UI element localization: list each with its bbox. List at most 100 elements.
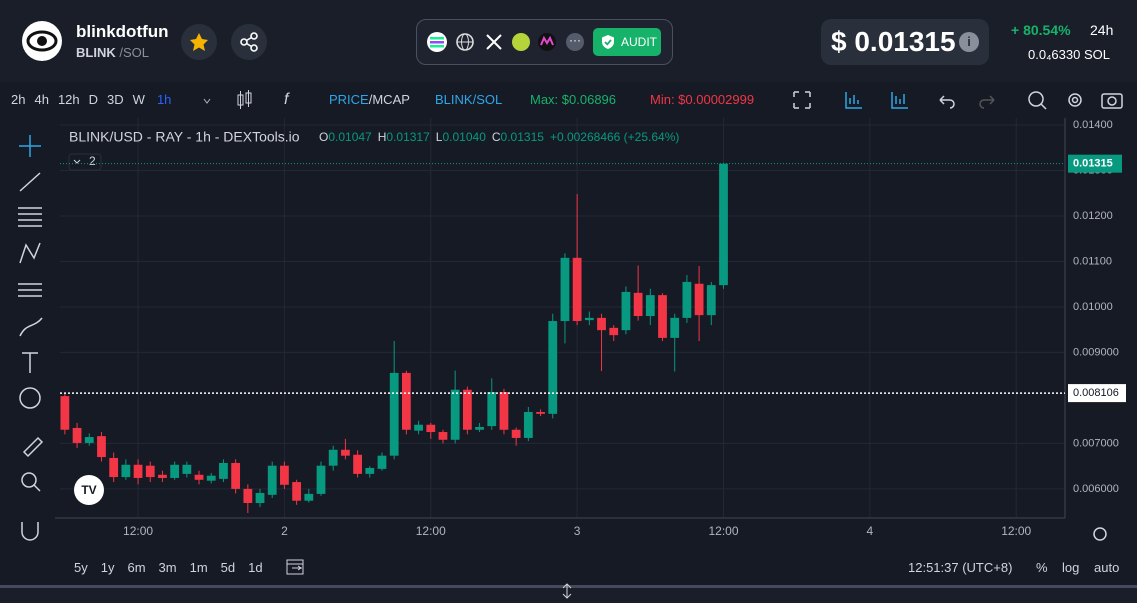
x-tick-label: 12:00 — [1001, 524, 1031, 538]
sep: / — [119, 45, 123, 60]
interval-button[interactable]: 12h — [57, 92, 80, 107]
candle-body — [694, 283, 704, 316]
range-button[interactable]: 5d — [220, 560, 236, 575]
candle-body — [121, 464, 131, 478]
interval-button[interactable]: 3D — [107, 92, 124, 107]
candle-body — [280, 465, 289, 485]
candle-body — [84, 437, 94, 443]
candle-body — [645, 295, 655, 317]
chevron — [73, 159, 81, 164]
candle-body — [609, 327, 619, 336]
header: blinkdotfun BLINK /SOL ··· AUDIT $ 0.013… — [0, 0, 1137, 82]
legend-title: BLINK/USD - RAY - 1h - DEXTools.io — [69, 129, 300, 145]
share-icon — [240, 32, 258, 52]
y-tick-label: 0.01100 — [1073, 255, 1112, 267]
candle-body — [597, 317, 606, 331]
interval-button[interactable]: 4h — [34, 92, 49, 107]
toolbar-icons: f — [203, 90, 290, 109]
interval-button[interactable]: D — [88, 92, 99, 107]
info-icon[interactable]: i — [959, 32, 979, 52]
price-line-label: 0.008106 — [1073, 387, 1119, 399]
interval-button[interactable]: 1h — [156, 92, 172, 107]
log-toggle[interactable]: log — [1062, 560, 1080, 575]
footer: 5y 1y 6m 3m 1m 5d 1d 12:51:37 (UTC+8) % log au… — [0, 548, 1137, 585]
candle-body — [584, 317, 594, 321]
toolbar-right-icons — [793, 91, 1123, 110]
auto-toggle[interactable]: auto — [1094, 560, 1120, 575]
x-tick-label: 12:00 — [123, 524, 153, 538]
candlestick-chart: BLINK/USD - RAY - 1h - DEXTools.io O0.01… — [55, 118, 1137, 548]
max-price: Max: $0.06896 — [530, 92, 617, 107]
range-button[interactable]: 6m — [127, 560, 146, 575]
range-button[interactable]: 5y — [74, 560, 88, 575]
o-value: 0.01047 — [328, 130, 372, 144]
x-tick-label: 4 — [867, 524, 874, 538]
price: $ 0.01315 — [831, 26, 956, 57]
candle-body — [633, 292, 643, 317]
tool-icons — [18, 135, 44, 541]
candle-body — [219, 462, 228, 479]
candle-body — [194, 474, 204, 480]
range-button[interactable]: 1y — [100, 560, 115, 575]
interval-button[interactable]: W — [132, 92, 145, 107]
resize-handle[interactable] — [560, 582, 574, 602]
candle-body — [109, 457, 119, 478]
interval-button[interactable]: 2h — [11, 92, 26, 107]
settings-icon[interactable] — [1093, 527, 1107, 541]
drawing-tools — [0, 118, 55, 548]
pair-toggle[interactable]: BLINK/SOL — [435, 92, 502, 107]
quote: SOL — [122, 45, 149, 60]
share-button[interactable] — [231, 24, 267, 60]
candle-body — [255, 492, 265, 503]
candle-body — [572, 257, 582, 322]
candle-body — [243, 488, 253, 503]
candle-body — [316, 465, 326, 494]
tv-logo — [74, 475, 104, 505]
candle-body — [341, 449, 350, 456]
x-tick-label: 12:00 — [708, 524, 738, 538]
y-tick-label: 0.006000 — [1073, 483, 1119, 495]
y-tick-label: 0.01400 — [1073, 119, 1113, 131]
candle-body — [462, 389, 472, 430]
l-value: 0.01040 — [442, 130, 486, 144]
x-tick-label: 3 — [574, 524, 581, 538]
y-tick-label: 0.01000 — [1073, 301, 1113, 313]
candle-body — [97, 436, 106, 458]
o-label: O — [319, 130, 328, 144]
range-button[interactable]: 3m — [158, 560, 177, 575]
link-icons: ··· — [427, 32, 584, 52]
clock: 12:51:37 (UTC+8) — [908, 560, 1013, 575]
favorite-button[interactable] — [181, 24, 217, 60]
logo-icon — [26, 30, 58, 52]
range-button[interactable]: 1d — [248, 560, 263, 575]
candle-body — [499, 392, 509, 430]
token-logo — [22, 21, 62, 61]
y-tick-label: 0.007000 — [1073, 437, 1119, 449]
candle-body — [621, 291, 631, 331]
pair-quote: /SOL — [472, 92, 503, 107]
candle-body — [206, 475, 216, 481]
price-change: + 80.54% — [1011, 22, 1071, 38]
candle-body — [231, 462, 241, 489]
candle-body — [170, 464, 180, 478]
x-tick-label: 2 — [281, 524, 288, 538]
price-mcap[interactable]: PRICE/MCAP — [329, 92, 410, 107]
min-price: Min: $0.00002999 — [650, 92, 755, 107]
shield-icon — [602, 35, 614, 49]
l-label: L — [436, 130, 443, 144]
indicator-toggle[interactable] — [68, 153, 102, 171]
change-period: 24h — [1090, 22, 1114, 38]
candle-body — [511, 429, 521, 438]
percent-toggle[interactable]: % — [1036, 560, 1048, 575]
date-range-icon[interactable] — [284, 556, 308, 578]
links-bar: ··· AUDIT — [416, 19, 673, 65]
candle-body — [267, 465, 277, 495]
audit-button[interactable]: AUDIT — [593, 28, 661, 56]
candle-body — [548, 321, 558, 414]
candle-body — [658, 295, 667, 338]
ohlc-values: O0.01047 H0.01317 L0.01040 C0.01315 +0.00268… — [319, 130, 679, 144]
range-button[interactable]: 1m — [189, 560, 208, 575]
resize-strip — [0, 582, 1137, 603]
last-price-tag — [1068, 154, 1122, 173]
